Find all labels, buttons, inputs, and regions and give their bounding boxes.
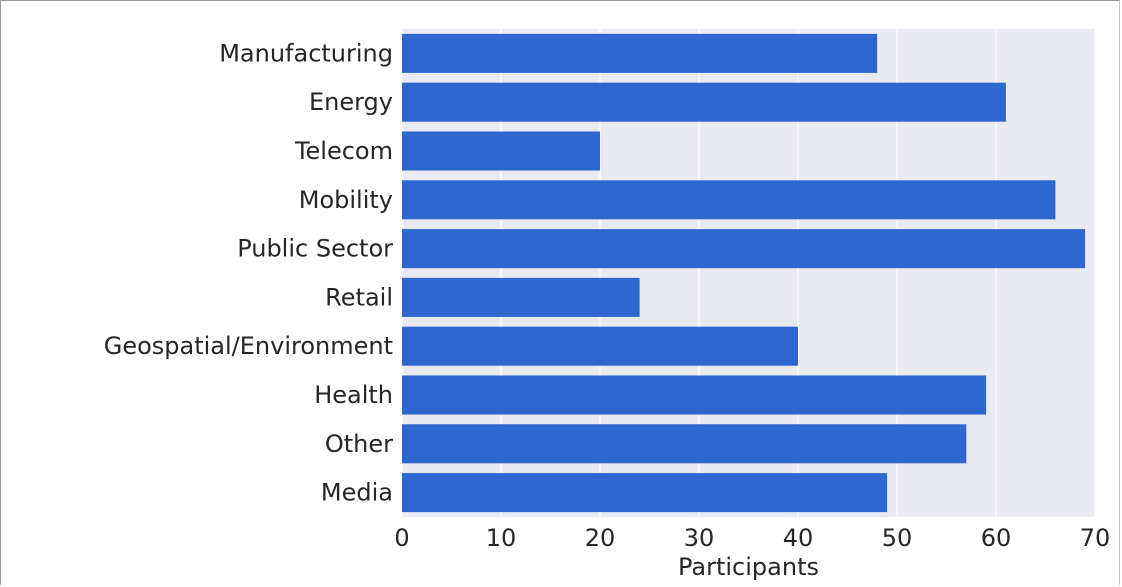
category-label: Retail <box>325 283 393 311</box>
x-tick-label: 40 <box>783 524 814 552</box>
x-tick-label: 0 <box>394 524 409 552</box>
x-tick-labels: 0 10 20 30 40 50 60 70 <box>394 524 1110 552</box>
category-label: Public Sector <box>237 235 393 263</box>
category-label: Media <box>321 479 393 507</box>
x-tick-label: 60 <box>981 524 1012 552</box>
bar-geospatial-environment <box>402 326 798 366</box>
bar-media <box>402 473 888 513</box>
category-labels: Manufacturing Energy Telecom Mobility Public… <box>104 39 393 506</box>
x-tick-label: 70 <box>1080 524 1111 552</box>
x-tick-label: 50 <box>882 524 913 552</box>
x-tick-label: 30 <box>684 524 715 552</box>
category-label: Energy <box>309 88 393 116</box>
category-label: Health <box>314 381 393 409</box>
bar-other <box>402 424 967 464</box>
bar-mobility <box>402 180 1056 220</box>
bar-health <box>402 375 987 415</box>
x-axis-title: Participants <box>678 553 819 581</box>
category-label: Geospatial/Environment <box>104 332 393 360</box>
bar-public-sector <box>402 229 1086 269</box>
category-label: Manufacturing <box>219 39 393 67</box>
bar-manufacturing <box>402 33 878 73</box>
bar-energy <box>402 82 1006 122</box>
category-label: Telecom <box>294 137 393 165</box>
bar-retail <box>402 277 640 317</box>
x-tick-label: 10 <box>486 524 517 552</box>
category-label: Other <box>325 430 393 458</box>
x-tick-label: 20 <box>585 524 616 552</box>
bar-telecom <box>402 131 600 171</box>
category-label: Mobility <box>299 186 393 214</box>
bars <box>402 33 1086 513</box>
